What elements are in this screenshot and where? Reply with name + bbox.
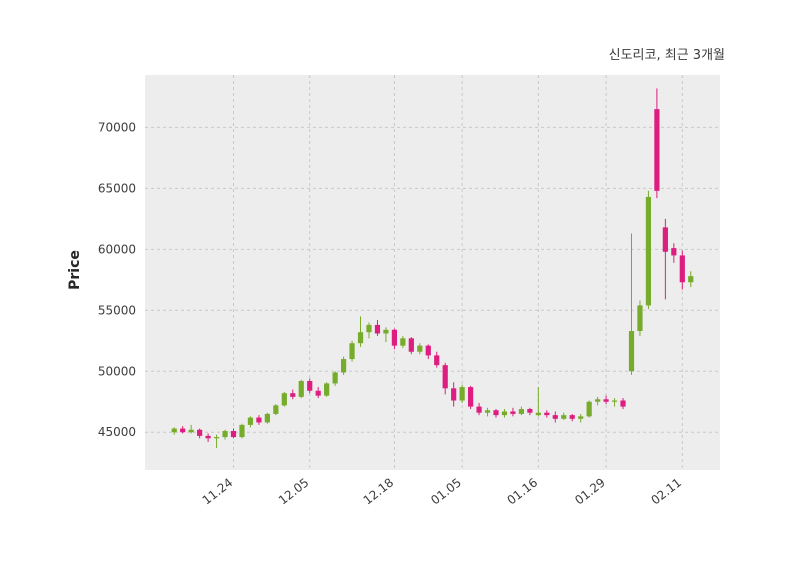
candle-body-up [366, 324, 372, 333]
x-tick-label: 01.16 [504, 475, 540, 507]
candle-body-down [374, 324, 381, 334]
candle-body-down [205, 435, 211, 439]
x-tick-label: 12.05 [276, 475, 312, 507]
candle-body-down [603, 399, 609, 402]
candle-body-up [239, 424, 245, 438]
candle-body-up [501, 411, 508, 416]
plot-area [145, 75, 720, 470]
candle-body-up [611, 400, 618, 402]
candle-body-down [408, 338, 414, 352]
candle-body-up [349, 343, 355, 360]
candle-body-down [552, 415, 558, 419]
candle-body-down [256, 417, 262, 423]
candle-body-down [527, 409, 533, 413]
candle-body-down [230, 430, 237, 438]
y-tick-label: 45000 [98, 425, 136, 439]
candle-body-up [324, 383, 330, 396]
candle-body-down [654, 109, 660, 191]
y-tick-label: 65000 [98, 181, 136, 195]
candle-body-up [518, 409, 525, 414]
candle-body-up [213, 437, 220, 439]
x-tick-label: 01.05 [428, 475, 464, 507]
x-tick-label: 01.29 [572, 475, 608, 507]
candle-body-up [340, 359, 347, 373]
candle-body-up [561, 415, 567, 419]
candle-body-up [281, 393, 287, 406]
candle-body-up [298, 381, 304, 397]
candle-body-up [595, 399, 601, 402]
candle-body-up [188, 429, 194, 433]
candle-body-up [264, 413, 270, 423]
candle-body-up [357, 332, 364, 344]
candle-body-down [476, 406, 482, 413]
y-tick-label: 60000 [98, 242, 136, 256]
candle-body-up [332, 372, 338, 384]
candle-body-down [391, 329, 397, 346]
candle-body-up [637, 305, 643, 332]
x-tick-label: 02.11 [648, 475, 684, 507]
candle-body-up [171, 428, 177, 433]
candle-body-down [544, 412, 550, 416]
candle-body-down [671, 248, 677, 256]
candle-body-up [247, 417, 254, 425]
candle-body-up [628, 331, 635, 372]
candle-body-up [586, 401, 592, 417]
candle-body-up [383, 329, 389, 334]
candle-body-up [688, 276, 694, 283]
candle-body-up [417, 345, 423, 352]
candle-body-down [180, 428, 186, 433]
candle-body-down [425, 345, 431, 356]
candle-body-down [493, 410, 499, 416]
candle-body-up [273, 405, 279, 414]
x-tick-label: 12.18 [361, 475, 397, 507]
x-tick-label: 11.24 [200, 475, 236, 507]
candle-body-up [400, 338, 406, 346]
candle-body-down [468, 387, 474, 407]
candle-body-down [569, 415, 575, 419]
candle-body-up [578, 416, 584, 419]
candle-body-up [535, 412, 541, 416]
y-tick-label: 50000 [98, 364, 136, 378]
chart-title: 신도리코, 최근 3개월 [608, 48, 725, 63]
candle-body-down [662, 227, 668, 252]
candle-body-down [307, 381, 313, 391]
candle-body-down [451, 388, 457, 401]
y-tick-label: 55000 [98, 303, 136, 317]
candle-body-down [197, 429, 203, 436]
candle-body-up [459, 387, 465, 401]
y-tick-label: 70000 [98, 120, 136, 134]
candle-body-down [620, 400, 626, 407]
candle-body-down [442, 365, 448, 389]
candle-body-up [484, 410, 491, 413]
candle-body-up [222, 430, 228, 438]
candle-body-down [290, 393, 296, 397]
candle-body-up [645, 196, 652, 306]
candle-body-down [434, 355, 440, 366]
candle-body-down [679, 255, 685, 283]
candle-body-down [315, 390, 321, 396]
candle-body-down [510, 411, 516, 414]
